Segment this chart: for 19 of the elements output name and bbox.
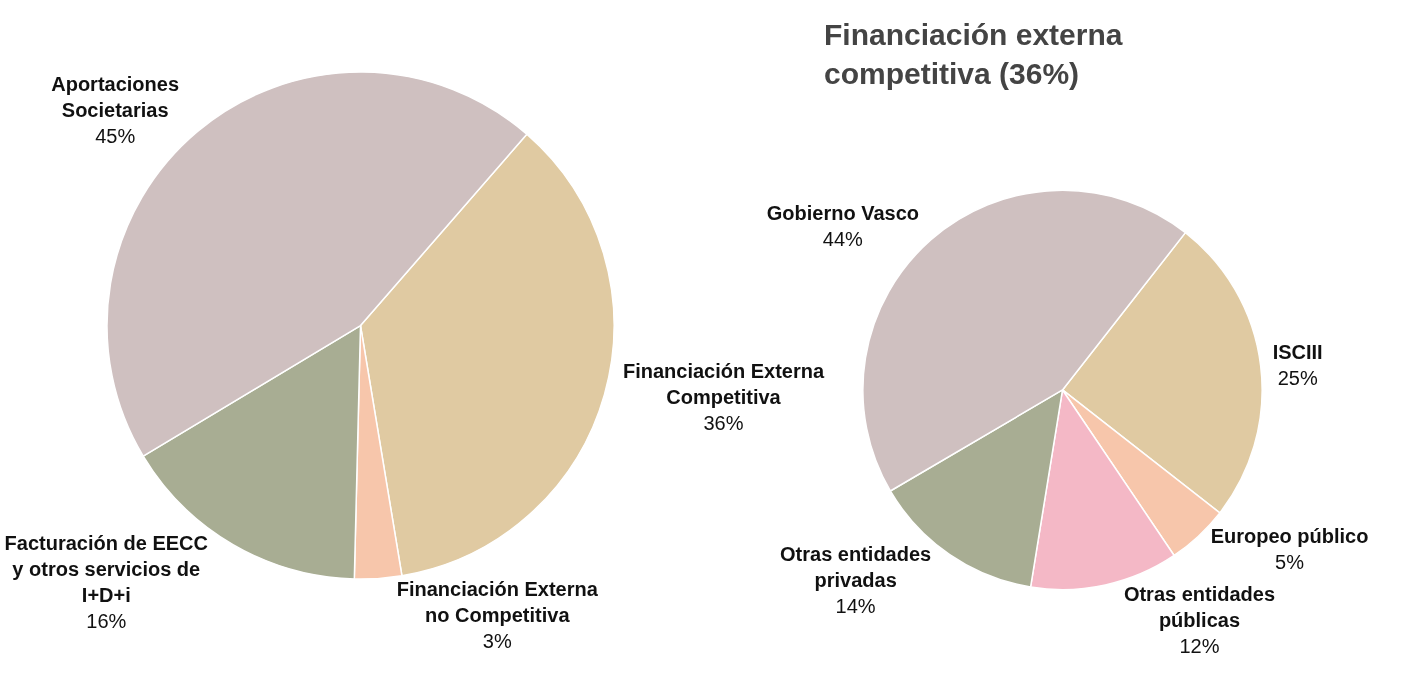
- slice-label: Aportaciones Societarias: [51, 72, 180, 121]
- slice-label: Facturación de EECC y otros servicios de I+D+i: [4, 532, 208, 606]
- data-label: 44%: [822, 228, 864, 251]
- slice-label: Gobierno Vasco: [766, 202, 919, 225]
- data-label: 14%: [835, 594, 876, 617]
- data-label: 16%: [86, 610, 127, 632]
- data-label: 36%: [703, 412, 744, 435]
- data-label: 5%: [1275, 550, 1305, 573]
- slice-label: ISCIII: [1272, 341, 1323, 364]
- slice-label: Europeo público: [1210, 524, 1369, 547]
- slice-label: Financiación Externa Competitiva: [622, 360, 825, 409]
- slice-label: Financiación Externa no Competitiva: [396, 578, 599, 627]
- slice-label: Otras entidades públicas: [1123, 583, 1276, 632]
- data-label: 25%: [1277, 367, 1318, 390]
- data-label: 12%: [1179, 635, 1220, 658]
- data-label: 45%: [95, 124, 136, 147]
- data-label: 3%: [482, 630, 512, 653]
- slice-label: Otras entidades privadas: [780, 542, 932, 591]
- chart-title: Financiación externa competitiva (36%): [824, 18, 1123, 90]
